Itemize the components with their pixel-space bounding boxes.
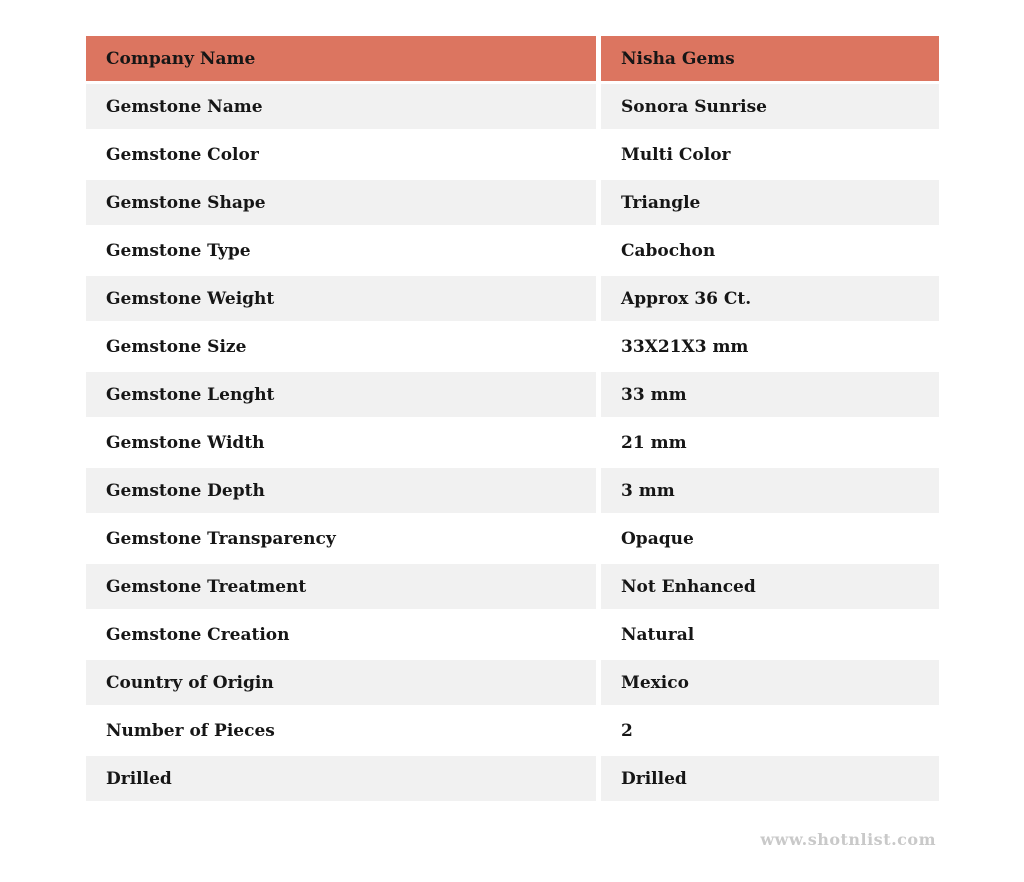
row-value: 3 mm: [601, 468, 939, 513]
table-row: Gemstone Treatment Not Enhanced: [86, 564, 939, 609]
table-row: Gemstone Name Sonora Sunrise: [86, 84, 939, 129]
row-label: Gemstone Creation: [86, 612, 596, 657]
row-value: Multi Color: [601, 132, 939, 177]
table-row: Gemstone Shape Triangle: [86, 180, 939, 225]
table-row: Country of Origin Mexico: [86, 660, 939, 705]
header-value: Nisha Gems: [601, 36, 939, 81]
row-label: Gemstone Width: [86, 420, 596, 465]
row-value: Approx 36 Ct.: [601, 276, 939, 321]
table-body: Gemstone Name Sonora Sunrise Gemstone Colo…: [86, 84, 939, 801]
header-label: Company Name: [86, 36, 596, 81]
table-row: Gemstone Lenght 33 mm: [86, 372, 939, 417]
row-label: Gemstone Name: [86, 84, 596, 129]
row-label: Gemstone Transparency: [86, 516, 596, 561]
row-label: Drilled: [86, 756, 596, 801]
row-value: 2: [601, 708, 939, 753]
row-label: Gemstone Treatment: [86, 564, 596, 609]
table-row: Gemstone Size 33X21X3 mm: [86, 324, 939, 369]
table-row: Gemstone Transparency Opaque: [86, 516, 939, 561]
table-row: Drilled Drilled: [86, 756, 939, 801]
table-row: Number of Pieces 2: [86, 708, 939, 753]
table-row: Gemstone Weight Approx 36 Ct.: [86, 276, 939, 321]
table-row: Gemstone Type Cabochon: [86, 228, 939, 273]
row-label: Gemstone Type: [86, 228, 596, 273]
table-header-row: Company Name Nisha Gems: [86, 36, 939, 81]
row-value: 21 mm: [601, 420, 939, 465]
gemstone-spec-table: Company Name Nisha Gems Gemstone Name Son…: [86, 36, 939, 804]
watermark-text: www.shotnlist.com: [760, 830, 936, 849]
row-value: Mexico: [601, 660, 939, 705]
row-value: Opaque: [601, 516, 939, 561]
row-value: Triangle: [601, 180, 939, 225]
row-label: Country of Origin: [86, 660, 596, 705]
row-label: Gemstone Lenght: [86, 372, 596, 417]
row-label: Gemstone Shape: [86, 180, 596, 225]
row-value: Sonora Sunrise: [601, 84, 939, 129]
row-value: Cabochon: [601, 228, 939, 273]
table-row: Gemstone Depth 3 mm: [86, 468, 939, 513]
row-label: Gemstone Color: [86, 132, 596, 177]
table-row: Gemstone Width 21 mm: [86, 420, 939, 465]
row-value: 33X21X3 mm: [601, 324, 939, 369]
table-row: Gemstone Color Multi Color: [86, 132, 939, 177]
row-value: Natural: [601, 612, 939, 657]
row-label: Number of Pieces: [86, 708, 596, 753]
table-row: Gemstone Creation Natural: [86, 612, 939, 657]
row-value: 33 mm: [601, 372, 939, 417]
row-label: Gemstone Size: [86, 324, 596, 369]
row-value: Not Enhanced: [601, 564, 939, 609]
row-label: Gemstone Weight: [86, 276, 596, 321]
row-label: Gemstone Depth: [86, 468, 596, 513]
row-value: Drilled: [601, 756, 939, 801]
